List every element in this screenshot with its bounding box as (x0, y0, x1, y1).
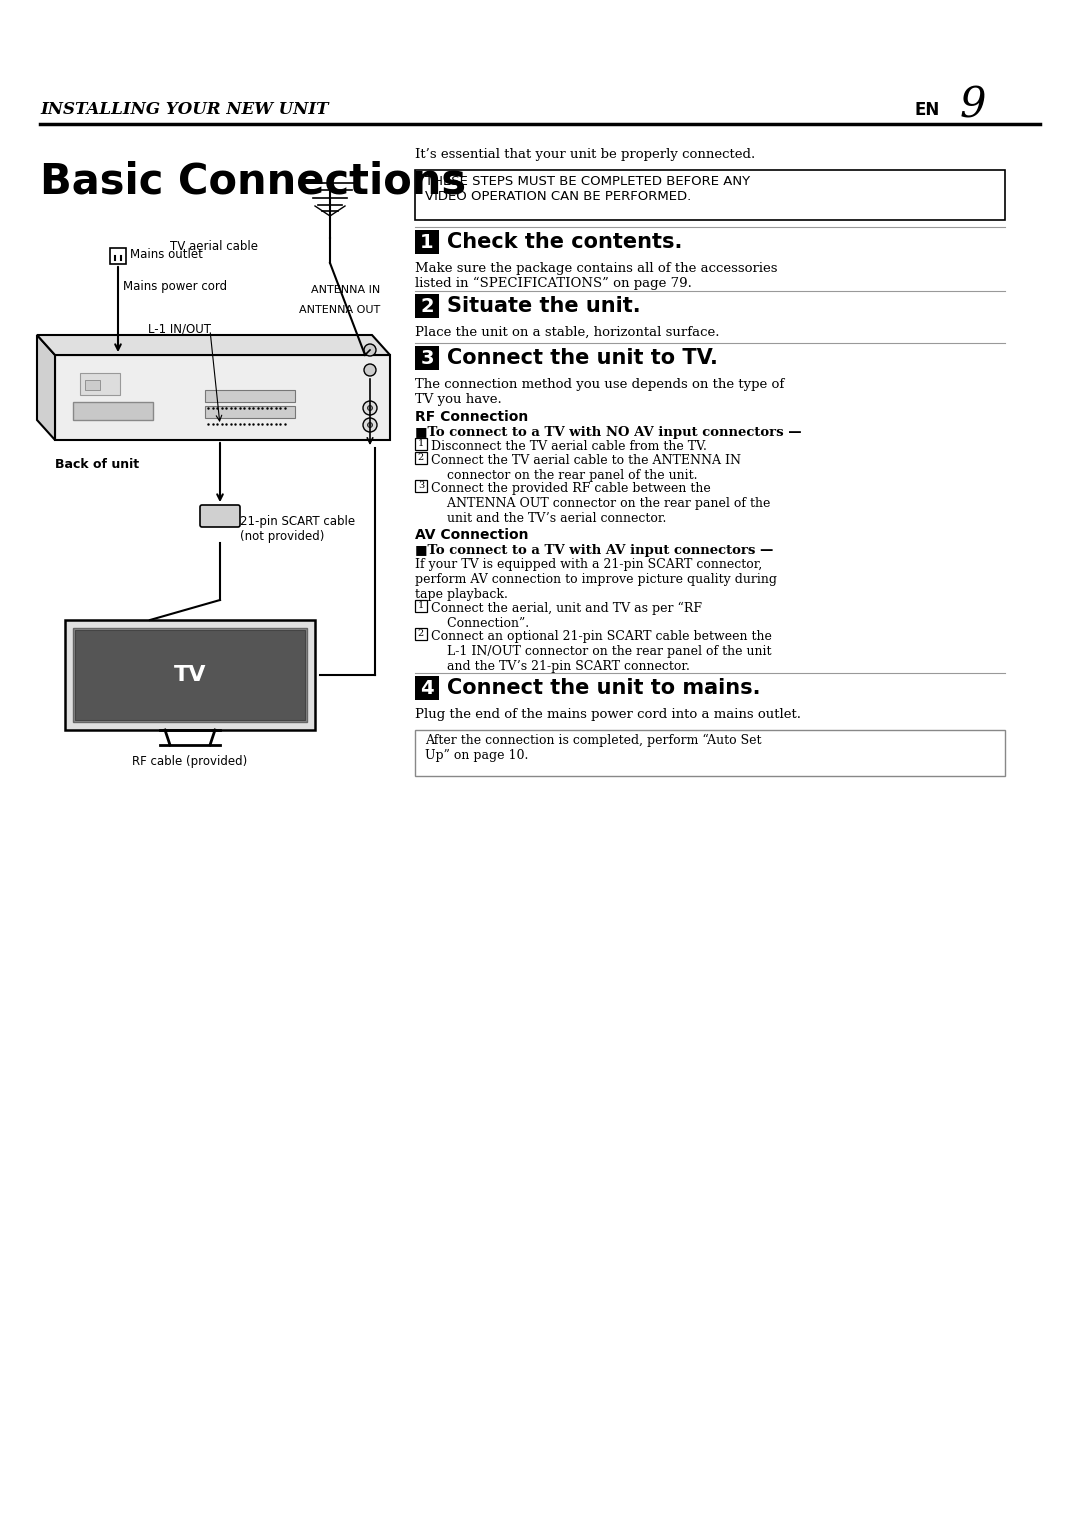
Text: ■To connect to a TV with NO AV input connectors —: ■To connect to a TV with NO AV input con… (415, 426, 801, 439)
FancyBboxPatch shape (415, 675, 438, 700)
Text: Connect the unit to mains.: Connect the unit to mains. (447, 678, 760, 698)
Text: Connect the aerial, unit and TV as per “RF
    Connection”.: Connect the aerial, unit and TV as per “… (431, 602, 702, 630)
Bar (55, 354, 390, 440)
Text: It’s essential that your unit be properly connected.: It’s essential that your unit be properl… (415, 148, 755, 160)
Bar (73, 402, 153, 420)
FancyBboxPatch shape (415, 452, 427, 465)
FancyBboxPatch shape (75, 630, 305, 720)
Text: L-1 IN/OUT: L-1 IN/OUT (148, 322, 211, 336)
Text: THESE STEPS MUST BE COMPLETED BEFORE ANY
VIDEO OPERATION CAN BE PERFORMED.: THESE STEPS MUST BE COMPLETED BEFORE ANY… (426, 176, 751, 203)
Circle shape (363, 419, 377, 432)
Text: Situate the unit.: Situate the unit. (447, 296, 640, 316)
Text: 2: 2 (420, 296, 434, 315)
Bar (205, 390, 295, 402)
Text: The connection method you use depends on the type of
TV you have.: The connection method you use depends on… (415, 377, 784, 406)
Text: EN: EN (915, 101, 940, 119)
FancyBboxPatch shape (200, 504, 240, 527)
Text: TV: TV (174, 665, 206, 685)
Text: 9: 9 (960, 86, 986, 127)
Circle shape (367, 405, 373, 411)
Text: 1: 1 (418, 602, 424, 611)
Text: 4: 4 (420, 678, 434, 697)
Circle shape (364, 344, 376, 356)
Text: Disconnect the TV aerial cable from the TV.: Disconnect the TV aerial cable from the … (431, 440, 707, 452)
Text: Connect the provided RF cable between the
    ANTENNA OUT connector on the rear : Connect the provided RF cable between th… (431, 481, 770, 526)
Text: If your TV is equipped with a 21-pin SCART connector,
perform AV connection to i: If your TV is equipped with a 21-pin SCA… (415, 558, 777, 601)
Text: After the connection is completed, perform “Auto Set
Up” on page 10.: After the connection is completed, perfo… (426, 733, 761, 762)
Text: Mains outlet: Mains outlet (130, 248, 203, 261)
Text: Mains power cord: Mains power cord (123, 280, 227, 293)
Bar (205, 406, 295, 419)
Text: Place the unit on a stable, horizontal surface.: Place the unit on a stable, horizontal s… (415, 325, 719, 339)
Polygon shape (37, 335, 390, 354)
Circle shape (367, 423, 373, 428)
FancyBboxPatch shape (415, 345, 438, 370)
Text: Connect the TV aerial cable to the ANTENNA IN
    connector on the rear panel of: Connect the TV aerial cable to the ANTEN… (431, 454, 741, 481)
FancyBboxPatch shape (65, 620, 315, 730)
Text: 2: 2 (418, 630, 424, 639)
FancyBboxPatch shape (415, 231, 438, 254)
FancyBboxPatch shape (415, 170, 1005, 220)
Text: AV Connection: AV Connection (415, 529, 528, 542)
Bar (85, 380, 100, 390)
Text: Check the contents.: Check the contents. (447, 232, 683, 252)
Text: Make sure the package contains all of the accessories
listed in “SPECIFICATIONS”: Make sure the package contains all of th… (415, 261, 778, 290)
FancyBboxPatch shape (415, 601, 427, 613)
Text: 3: 3 (418, 481, 424, 490)
Text: 2: 2 (418, 454, 424, 463)
Text: Connect the unit to TV.: Connect the unit to TV. (447, 348, 718, 368)
FancyBboxPatch shape (415, 628, 427, 640)
Text: INSTALLING YOUR NEW UNIT: INSTALLING YOUR NEW UNIT (40, 101, 328, 119)
Text: 21-pin SCART cable
(not provided): 21-pin SCART cable (not provided) (240, 515, 355, 542)
FancyBboxPatch shape (415, 293, 438, 318)
FancyBboxPatch shape (415, 439, 427, 451)
Text: ANTENNA IN: ANTENNA IN (311, 286, 380, 295)
Text: ANTENNA OUT: ANTENNA OUT (299, 306, 380, 315)
Bar (80, 373, 120, 396)
Text: RF Connection: RF Connection (415, 410, 528, 423)
Circle shape (363, 400, 377, 416)
Text: TV aerial cable: TV aerial cable (170, 240, 258, 254)
FancyBboxPatch shape (73, 628, 307, 723)
Text: Basic Connections: Basic Connections (40, 160, 467, 202)
Circle shape (364, 364, 376, 376)
Polygon shape (37, 335, 55, 440)
Text: RF cable (provided): RF cable (provided) (133, 755, 247, 769)
Text: 3: 3 (420, 348, 434, 368)
FancyBboxPatch shape (415, 480, 427, 492)
Text: Back of unit: Back of unit (55, 458, 139, 471)
Text: 1: 1 (418, 440, 424, 449)
Text: Connect an optional 21-pin SCART cable between the
    L-1 IN/OUT connector on t: Connect an optional 21-pin SCART cable b… (431, 630, 772, 672)
FancyBboxPatch shape (415, 730, 1005, 776)
Text: Plug the end of the mains power cord into a mains outlet.: Plug the end of the mains power cord int… (415, 707, 801, 721)
Text: 1: 1 (420, 232, 434, 252)
Bar (110, 248, 126, 264)
Text: ■To connect to a TV with AV input connectors —: ■To connect to a TV with AV input connec… (415, 544, 773, 558)
